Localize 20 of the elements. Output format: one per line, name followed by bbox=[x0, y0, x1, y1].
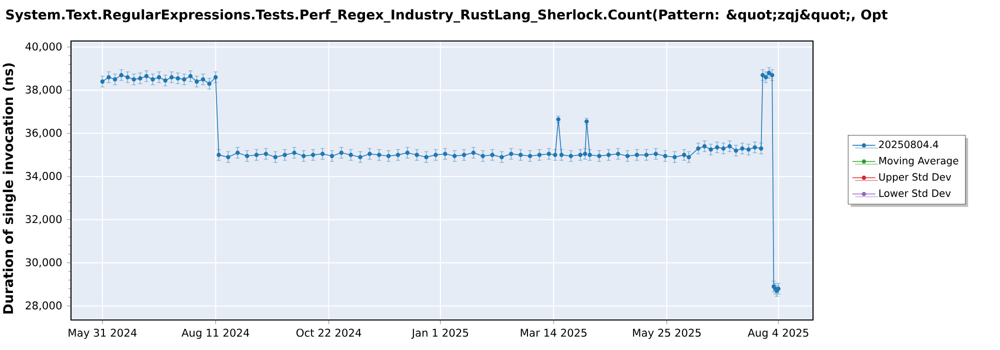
x-tick-label: May 31 2024 bbox=[68, 328, 137, 339]
y-tick-label: 32,000 bbox=[26, 215, 62, 224]
x-tick-label: Oct 22 2024 bbox=[296, 328, 362, 337]
legend-label: Moving Average bbox=[879, 156, 958, 166]
x-tick-label: Aug 4 2025 bbox=[748, 328, 808, 339]
x-tick-label: May 25 2025 bbox=[633, 328, 701, 339]
y-tick-label: 30,000 bbox=[26, 258, 62, 268]
legend-label: Lower Std Dev bbox=[879, 189, 951, 197]
y-tick-label: 40,000 bbox=[25, 42, 62, 52]
x-tick-label: Jan 1 2025 bbox=[411, 328, 468, 339]
y-tick-label: 36,000 bbox=[26, 128, 62, 138]
legend-label: 20250804.4 bbox=[879, 140, 938, 148]
y-tick-label: 38,000 bbox=[26, 86, 62, 95]
x-tick-label: Aug 11 2024 bbox=[182, 328, 250, 339]
y-tick-label: 34,000 bbox=[26, 172, 62, 182]
y-tick-label: 28,000 bbox=[26, 301, 62, 311]
x-tick-label: Mar 14 2025 bbox=[520, 328, 586, 337]
y-axis-title: Duration of single invocation (ns) bbox=[2, 63, 16, 314]
chart-title: System.Text.RegularExpressions.Tests.Perf_Regex_Industry_RustLang_Sherlock.Count(Pattern: &quot;zqj&quot;, Opt bbox=[6, 9, 888, 23]
legend-label: Upper Std Dev bbox=[879, 172, 952, 183]
